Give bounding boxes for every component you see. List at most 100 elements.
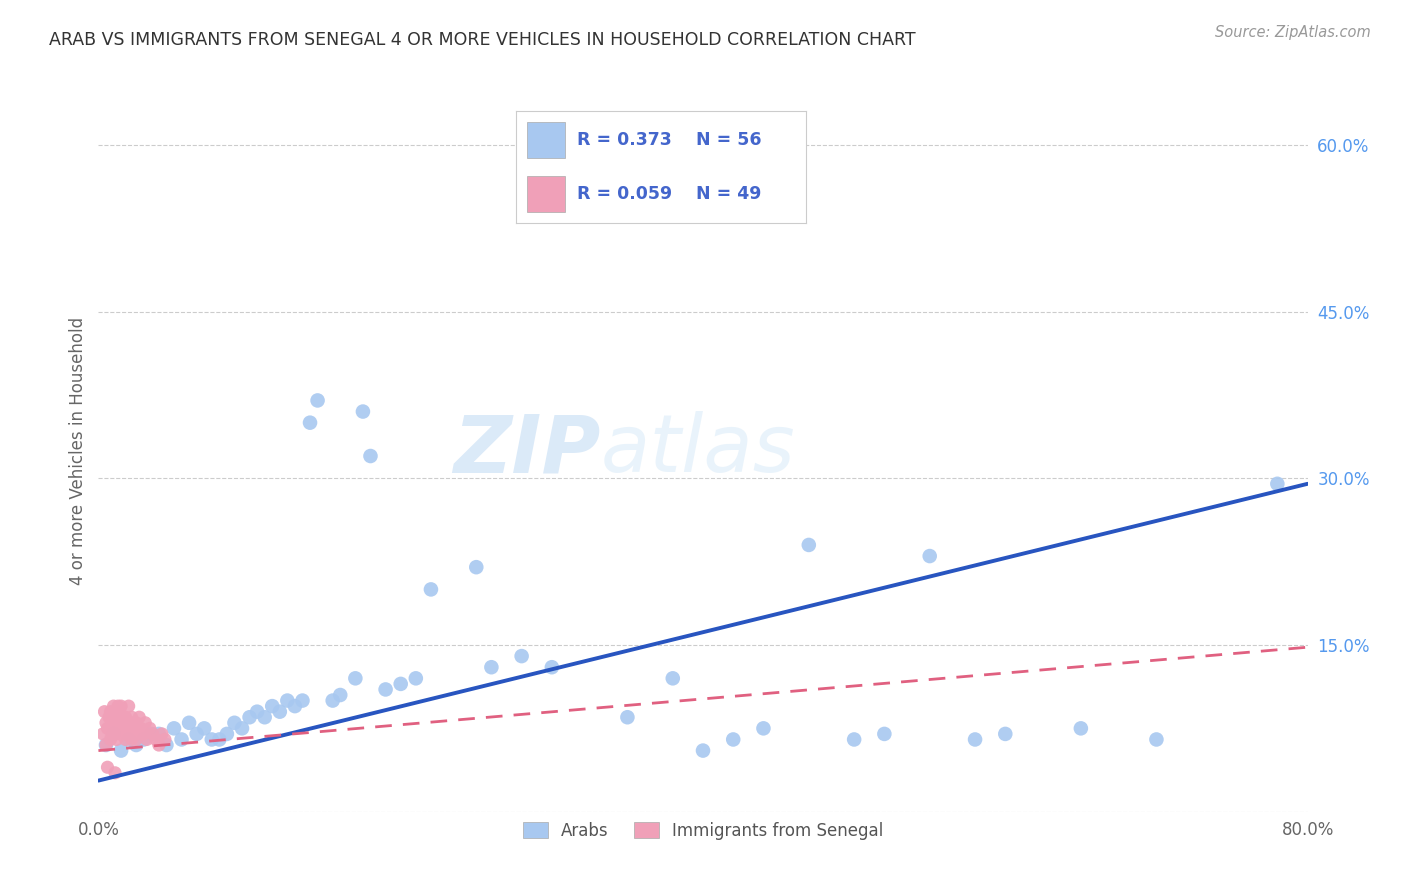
Point xyxy=(142,727,165,741)
Point xyxy=(1267,476,1289,491)
Text: ARAB VS IMMIGRANTS FROM SENEGAL 4 OR MORE VEHICLES IN HOUSEHOLD CORRELATION CHAR: ARAB VS IMMIGRANTS FROM SENEGAL 4 OR MOR… xyxy=(49,31,915,49)
Point xyxy=(111,727,134,741)
Point xyxy=(262,699,284,714)
Point xyxy=(132,727,155,741)
Point xyxy=(844,732,866,747)
Point xyxy=(193,722,215,736)
Point xyxy=(94,738,117,752)
Point xyxy=(108,727,131,741)
Point xyxy=(374,682,396,697)
Point xyxy=(107,715,129,730)
Point xyxy=(246,705,269,719)
Point xyxy=(276,693,298,707)
Point xyxy=(752,722,775,736)
Point xyxy=(661,671,683,685)
Text: atlas: atlas xyxy=(600,411,794,490)
Point xyxy=(118,732,141,747)
Point xyxy=(112,715,135,730)
Point xyxy=(118,715,141,730)
Point xyxy=(420,582,443,597)
Point xyxy=(465,560,488,574)
Point xyxy=(107,699,129,714)
Point xyxy=(150,727,173,741)
Point xyxy=(94,715,117,730)
Point xyxy=(132,732,155,747)
Point xyxy=(129,722,152,736)
Point xyxy=(155,738,177,752)
Point xyxy=(111,710,134,724)
Point xyxy=(127,727,149,741)
Point xyxy=(125,732,148,747)
Point xyxy=(125,715,148,730)
Point xyxy=(103,727,125,741)
Point xyxy=(510,649,533,664)
Text: Source: ZipAtlas.com: Source: ZipAtlas.com xyxy=(1215,25,1371,40)
Point xyxy=(360,449,382,463)
Point xyxy=(103,699,125,714)
Point xyxy=(105,710,128,724)
Point xyxy=(163,722,186,736)
Point xyxy=(965,732,987,747)
Point xyxy=(134,715,156,730)
Point xyxy=(481,660,503,674)
Point xyxy=(141,727,163,741)
Point xyxy=(344,671,367,685)
Point xyxy=(110,722,132,736)
Point xyxy=(692,743,714,757)
Point xyxy=(145,732,167,747)
Point xyxy=(284,699,307,714)
Point xyxy=(1070,722,1092,736)
Point xyxy=(405,671,427,685)
Point xyxy=(121,710,143,724)
Point xyxy=(291,693,314,707)
Point xyxy=(239,710,262,724)
Point xyxy=(148,738,170,752)
Point xyxy=(389,677,412,691)
Point xyxy=(201,732,224,747)
Point xyxy=(139,722,162,736)
Point xyxy=(723,732,745,747)
Point xyxy=(253,710,276,724)
Legend: Arabs, Immigrants from Senegal: Arabs, Immigrants from Senegal xyxy=(516,815,890,847)
Point xyxy=(108,705,131,719)
Point xyxy=(96,722,118,736)
Point xyxy=(329,688,352,702)
Point xyxy=(179,715,201,730)
Point xyxy=(135,732,157,747)
Point xyxy=(115,727,138,741)
Point xyxy=(114,732,136,747)
Point xyxy=(918,549,941,563)
Point xyxy=(128,710,150,724)
Point xyxy=(307,393,329,408)
Point xyxy=(208,732,231,747)
Point xyxy=(121,732,143,747)
Point xyxy=(299,416,322,430)
Point xyxy=(103,715,125,730)
Point xyxy=(994,727,1017,741)
Point xyxy=(122,715,145,730)
Point xyxy=(98,710,121,724)
Point xyxy=(153,732,176,747)
Point xyxy=(93,705,115,719)
Point xyxy=(215,727,238,741)
Point xyxy=(797,538,820,552)
Point xyxy=(322,693,344,707)
Point xyxy=(104,722,127,736)
Text: ZIP: ZIP xyxy=(453,411,600,490)
Point xyxy=(120,722,142,736)
Point xyxy=(873,727,896,741)
Point xyxy=(231,722,253,736)
Point xyxy=(96,760,118,774)
Point xyxy=(124,722,146,736)
Point xyxy=(105,732,128,747)
Point xyxy=(114,710,136,724)
Point xyxy=(91,727,114,741)
Point xyxy=(540,660,562,674)
Point xyxy=(186,727,208,741)
Point xyxy=(352,404,374,418)
Point xyxy=(100,732,122,747)
Point xyxy=(118,699,141,714)
Point xyxy=(148,727,170,741)
Point xyxy=(170,732,193,747)
Point xyxy=(110,699,132,714)
